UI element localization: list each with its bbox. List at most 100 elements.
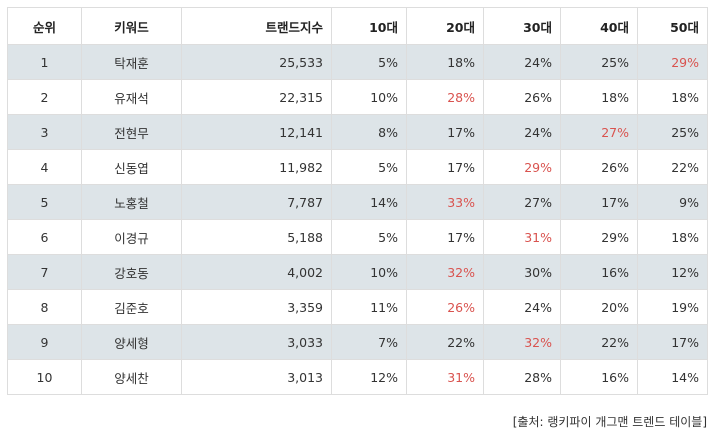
cell-age-50s: 18% (637, 219, 708, 255)
cell-rank: 2 (7, 79, 82, 115)
cell-age-50s: 17% (637, 324, 708, 360)
table-body: 1 탁재훈 25,533 5% 18% 24% 25% 29% 2 유재석 22,315 10% 28%… (7, 44, 708, 395)
cell-age-10s: 7% (331, 324, 407, 360)
cell-age-50s: 18% (637, 79, 708, 115)
cell-rank: 5 (7, 184, 82, 220)
cell-rank: 4 (7, 149, 82, 185)
cell-age-30s: 27% (483, 184, 561, 220)
table-row: 10 양세찬 3,013 12% 31% 28% 16% 14% (7, 359, 708, 395)
header-age-50s: 50대 (637, 7, 708, 45)
cell-age-50s: 19% (637, 289, 708, 325)
header-rank: 순위 (7, 7, 82, 45)
table-row: 9 양세형 3,033 7% 22% 32% 22% 17% (7, 324, 708, 360)
cell-keyword: 김준호 (81, 289, 182, 325)
cell-keyword: 노홍철 (81, 184, 182, 220)
cell-keyword: 이경규 (81, 219, 182, 255)
cell-rank: 1 (7, 44, 82, 80)
cell-age-40s: 22% (560, 324, 638, 360)
cell-age-20s: 28% (406, 79, 484, 115)
cell-age-30s: 31% (483, 219, 561, 255)
cell-age-30s: 28% (483, 359, 561, 395)
cell-age-20s: 31% (406, 359, 484, 395)
cell-age-40s: 20% (560, 289, 638, 325)
trend-ranking-table: 순위 키워드 트랜드지수 10대 20대 30대 40대 50대 1 탁재훈 25,… (7, 7, 708, 395)
cell-age-30s: 32% (483, 324, 561, 360)
header-age-20s: 20대 (406, 7, 484, 45)
header-age-30s: 30대 (483, 7, 561, 45)
cell-age-20s: 17% (406, 219, 484, 255)
cell-age-40s: 18% (560, 79, 638, 115)
cell-trend-index: 7,787 (181, 184, 332, 220)
cell-age-30s: 29% (483, 149, 561, 185)
cell-trend-index: 5,188 (181, 219, 332, 255)
table-header: 순위 키워드 트랜드지수 10대 20대 30대 40대 50대 (7, 7, 708, 45)
cell-keyword: 유재석 (81, 79, 182, 115)
cell-keyword: 양세형 (81, 324, 182, 360)
cell-trend-index: 3,013 (181, 359, 332, 395)
cell-keyword: 강호동 (81, 254, 182, 290)
cell-age-40s: 16% (560, 359, 638, 395)
cell-age-10s: 12% (331, 359, 407, 395)
trend-table-container: 순위 키워드 트랜드지수 10대 20대 30대 40대 50대 1 탁재훈 25,… (7, 7, 708, 395)
table-row: 5 노홍철 7,787 14% 33% 27% 17% 9% (7, 184, 708, 220)
cell-keyword: 신동엽 (81, 149, 182, 185)
cell-rank: 7 (7, 254, 82, 290)
cell-age-40s: 25% (560, 44, 638, 80)
cell-age-50s: 29% (637, 44, 708, 80)
cell-age-10s: 14% (331, 184, 407, 220)
table-row: 1 탁재훈 25,533 5% 18% 24% 25% 29% (7, 44, 708, 80)
table-row: 8 김준호 3,359 11% 26% 24% 20% 19% (7, 289, 708, 325)
header-age-10s: 10대 (331, 7, 407, 45)
cell-age-10s: 10% (331, 79, 407, 115)
cell-keyword: 양세찬 (81, 359, 182, 395)
source-caption: [출처: 랭키파이 개그맨 트렌드 테이블] (512, 415, 707, 429)
header-row: 순위 키워드 트랜드지수 10대 20대 30대 40대 50대 (7, 7, 708, 45)
cell-age-20s: 32% (406, 254, 484, 290)
cell-age-40s: 27% (560, 114, 638, 150)
cell-age-30s: 24% (483, 114, 561, 150)
cell-keyword: 전현무 (81, 114, 182, 150)
cell-trend-index: 11,982 (181, 149, 332, 185)
cell-trend-index: 3,359 (181, 289, 332, 325)
cell-age-20s: 26% (406, 289, 484, 325)
table-row: 2 유재석 22,315 10% 28% 26% 18% 18% (7, 79, 708, 115)
cell-age-50s: 12% (637, 254, 708, 290)
cell-age-10s: 8% (331, 114, 407, 150)
cell-age-10s: 5% (331, 219, 407, 255)
cell-age-40s: 17% (560, 184, 638, 220)
table-row: 4 신동엽 11,982 5% 17% 29% 26% 22% (7, 149, 708, 185)
header-age-40s: 40대 (560, 7, 638, 45)
cell-age-10s: 11% (331, 289, 407, 325)
cell-age-20s: 18% (406, 44, 484, 80)
header-keyword: 키워드 (81, 7, 182, 45)
cell-rank: 8 (7, 289, 82, 325)
cell-age-50s: 25% (637, 114, 708, 150)
cell-age-30s: 24% (483, 44, 561, 80)
cell-age-50s: 9% (637, 184, 708, 220)
cell-trend-index: 4,002 (181, 254, 332, 290)
cell-age-30s: 30% (483, 254, 561, 290)
cell-age-40s: 26% (560, 149, 638, 185)
table-row: 6 이경규 5,188 5% 17% 31% 29% 18% (7, 219, 708, 255)
cell-age-10s: 5% (331, 44, 407, 80)
cell-rank: 10 (7, 359, 82, 395)
cell-age-30s: 24% (483, 289, 561, 325)
cell-age-20s: 22% (406, 324, 484, 360)
cell-keyword: 탁재훈 (81, 44, 182, 80)
cell-trend-index: 22,315 (181, 79, 332, 115)
cell-age-20s: 17% (406, 114, 484, 150)
header-trend-index: 트랜드지수 (181, 7, 332, 45)
cell-age-40s: 29% (560, 219, 638, 255)
cell-age-50s: 14% (637, 359, 708, 395)
cell-trend-index: 12,141 (181, 114, 332, 150)
cell-age-40s: 16% (560, 254, 638, 290)
cell-rank: 9 (7, 324, 82, 360)
cell-age-50s: 22% (637, 149, 708, 185)
cell-age-10s: 10% (331, 254, 407, 290)
table-row: 3 전현무 12,141 8% 17% 24% 27% 25% (7, 114, 708, 150)
cell-age-20s: 33% (406, 184, 484, 220)
cell-trend-index: 25,533 (181, 44, 332, 80)
cell-age-30s: 26% (483, 79, 561, 115)
cell-age-10s: 5% (331, 149, 407, 185)
cell-age-20s: 17% (406, 149, 484, 185)
